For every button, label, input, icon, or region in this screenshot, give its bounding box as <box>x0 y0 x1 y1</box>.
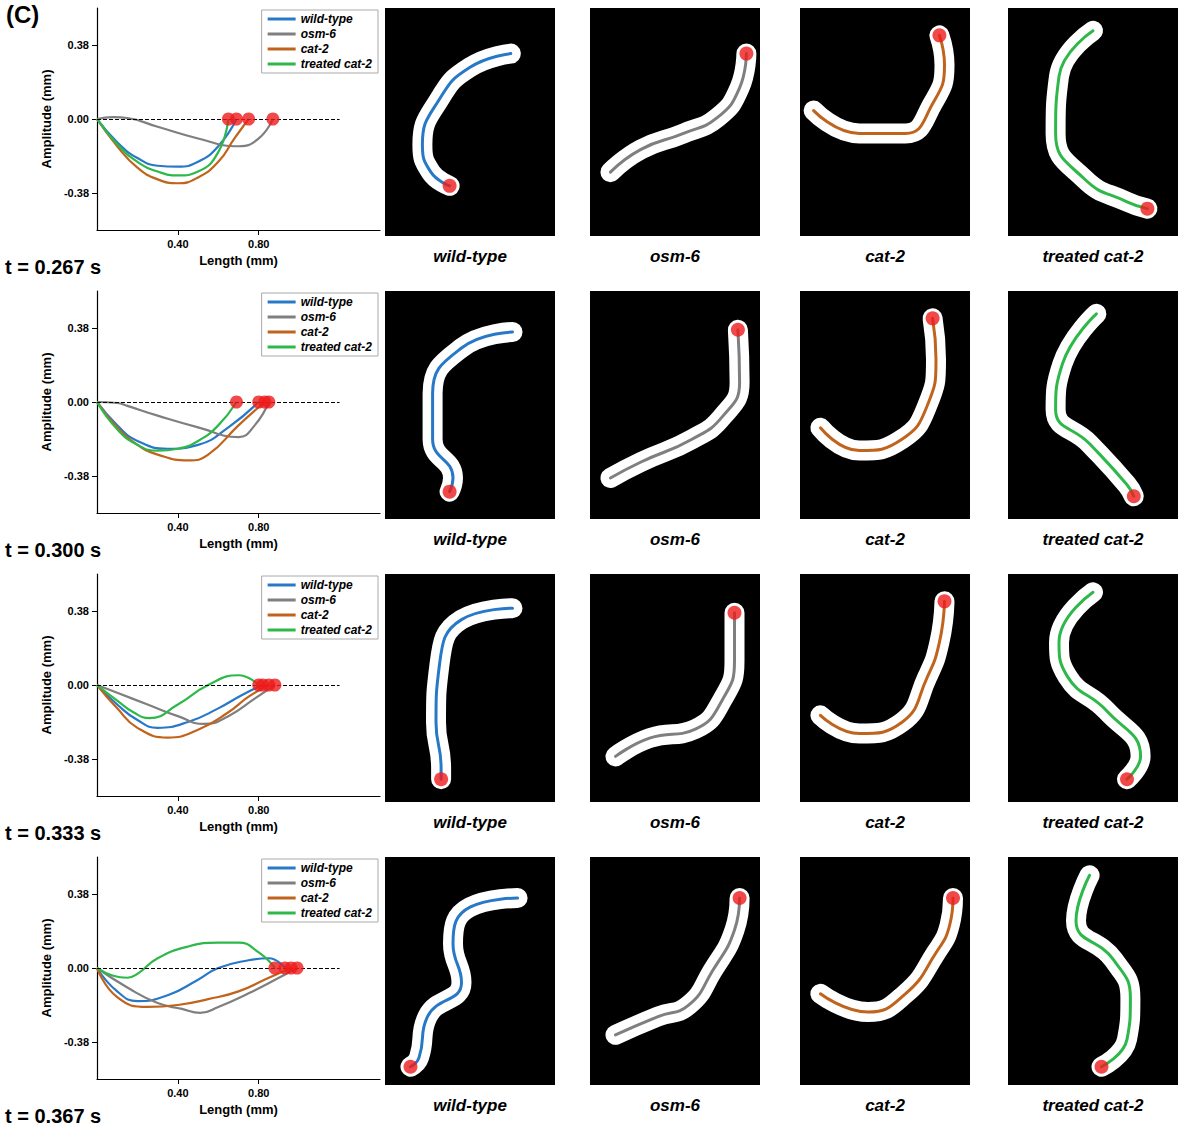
svg-text:t = 0.300 s: t = 0.300 s <box>5 539 101 561</box>
svg-text:0.00: 0.00 <box>68 962 89 974</box>
svg-text:wild-type: wild-type <box>301 295 353 309</box>
svg-text:wild-type: wild-type <box>301 12 353 26</box>
svg-text:Length (mm): Length (mm) <box>199 536 278 551</box>
svg-text:wild-type: wild-type <box>433 1096 507 1115</box>
svg-text:cat-2: cat-2 <box>301 325 329 339</box>
svg-text:Amplitude (mm): Amplitude (mm) <box>39 919 54 1018</box>
svg-text:0.38: 0.38 <box>68 888 89 900</box>
svg-text:0.80: 0.80 <box>248 1087 269 1099</box>
svg-text:wild-type: wild-type <box>433 247 507 266</box>
svg-text:-0.38: -0.38 <box>64 753 89 765</box>
svg-text:osm-6: osm-6 <box>650 530 701 549</box>
svg-text:osm-6: osm-6 <box>301 310 337 324</box>
svg-text:osm-6: osm-6 <box>301 27 337 41</box>
svg-text:0.40: 0.40 <box>167 521 188 533</box>
svg-text:cat-2: cat-2 <box>301 891 329 905</box>
svg-text:Amplitude (mm): Amplitude (mm) <box>39 636 54 735</box>
svg-text:osm-6: osm-6 <box>650 813 701 832</box>
svg-text:-0.38: -0.38 <box>64 1036 89 1048</box>
svg-text:Amplitude (mm): Amplitude (mm) <box>39 70 54 169</box>
svg-text:0.80: 0.80 <box>248 238 269 250</box>
svg-text:wild-type: wild-type <box>433 530 507 549</box>
svg-text:Length (mm): Length (mm) <box>199 1102 278 1117</box>
svg-text:(C): (C) <box>6 1 39 28</box>
svg-text:osm-6: osm-6 <box>650 247 701 266</box>
svg-text:cat-2: cat-2 <box>865 530 905 549</box>
svg-text:-0.38: -0.38 <box>64 470 89 482</box>
svg-text:treated cat-2: treated cat-2 <box>1042 1096 1144 1115</box>
svg-text:Amplitude (mm): Amplitude (mm) <box>39 353 54 452</box>
svg-text:cat-2: cat-2 <box>865 1096 905 1115</box>
svg-text:0.80: 0.80 <box>248 804 269 816</box>
svg-text:-0.38: -0.38 <box>64 187 89 199</box>
svg-text:cat-2: cat-2 <box>301 608 329 622</box>
svg-text:0.80: 0.80 <box>248 521 269 533</box>
svg-text:osm-6: osm-6 <box>650 1096 701 1115</box>
svg-text:wild-type: wild-type <box>301 578 353 592</box>
svg-text:cat-2: cat-2 <box>865 813 905 832</box>
svg-text:0.40: 0.40 <box>167 804 188 816</box>
svg-text:osm-6: osm-6 <box>301 593 337 607</box>
svg-text:0.00: 0.00 <box>68 396 89 408</box>
svg-text:0.40: 0.40 <box>167 1087 188 1099</box>
svg-text:t = 0.367 s: t = 0.367 s <box>5 1105 101 1127</box>
svg-text:treated cat-2: treated cat-2 <box>301 623 373 637</box>
svg-text:wild-type: wild-type <box>433 813 507 832</box>
svg-text:treated cat-2: treated cat-2 <box>301 906 373 920</box>
svg-text:0.38: 0.38 <box>68 39 89 51</box>
svg-text:treated cat-2: treated cat-2 <box>1042 530 1144 549</box>
svg-text:t = 0.267 s: t = 0.267 s <box>5 256 101 278</box>
svg-text:0.38: 0.38 <box>68 322 89 334</box>
svg-text:Length (mm): Length (mm) <box>199 819 278 834</box>
svg-text:treated cat-2: treated cat-2 <box>1042 247 1144 266</box>
svg-text:cat-2: cat-2 <box>865 247 905 266</box>
svg-text:0.00: 0.00 <box>68 113 89 125</box>
svg-text:treated cat-2: treated cat-2 <box>1042 813 1144 832</box>
svg-text:0.40: 0.40 <box>167 238 188 250</box>
svg-text:0.00: 0.00 <box>68 679 89 691</box>
svg-text:treated cat-2: treated cat-2 <box>301 340 373 354</box>
svg-text:osm-6: osm-6 <box>301 876 337 890</box>
svg-text:treated cat-2: treated cat-2 <box>301 57 373 71</box>
svg-text:wild-type: wild-type <box>301 861 353 875</box>
svg-text:cat-2: cat-2 <box>301 42 329 56</box>
svg-text:0.38: 0.38 <box>68 605 89 617</box>
svg-text:t = 0.333 s: t = 0.333 s <box>5 822 101 844</box>
svg-text:Length (mm): Length (mm) <box>199 253 278 268</box>
